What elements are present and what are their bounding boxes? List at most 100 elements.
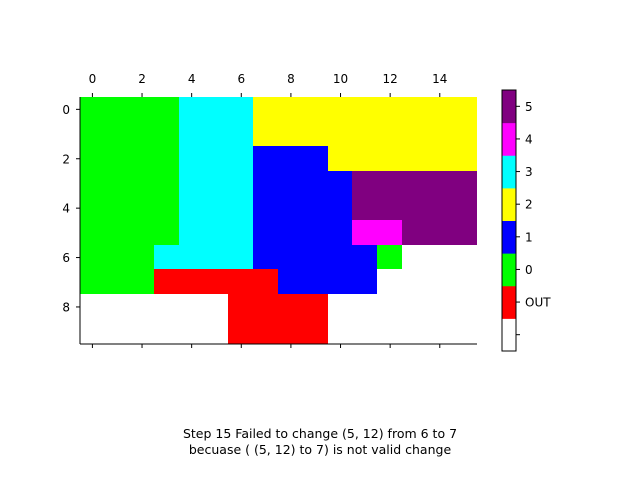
colorbar-segment: [502, 253, 516, 287]
heatmap-cell: [179, 195, 205, 221]
x-tick-label: 0: [89, 72, 97, 86]
y-tick-label: 0: [62, 103, 70, 117]
heatmap-cell: [80, 319, 105, 344]
heatmap-cell: [204, 319, 229, 344]
heatmap-cell: [328, 319, 353, 344]
heatmap-cell: [278, 269, 304, 295]
colorbar-segment: [502, 122, 516, 156]
heatmap-cell: [253, 146, 279, 172]
heatmap-cell: [204, 220, 229, 246]
heatmap-cell: [377, 195, 403, 221]
heatmap-cell: [452, 97, 477, 122]
heatmap-cell: [328, 171, 353, 196]
heatmap-cell: [303, 245, 329, 270]
heatmap-cell: [179, 269, 205, 295]
heatmap-cell: [377, 294, 403, 320]
colorbar-label: 1: [525, 230, 533, 244]
heatmap-cell: [303, 294, 329, 320]
heatmap-cell: [154, 269, 180, 295]
heatmap-cell: [129, 121, 155, 147]
heatmap-cell: [452, 195, 477, 221]
heatmap-cell: [303, 121, 329, 147]
heatmap-cell: [80, 220, 105, 246]
heatmap-cell: [80, 97, 105, 122]
heatmap-cell: [452, 245, 477, 270]
heatmap-cell: [228, 195, 254, 221]
heatmap-cell: [278, 195, 304, 221]
heatmap-cell: [352, 121, 378, 147]
heatmap-cell: [278, 171, 304, 196]
heatmap-cell: [303, 146, 329, 172]
heatmap-cell: [377, 245, 403, 270]
heatmap-cell: [154, 220, 180, 246]
heatmap-cell: [303, 195, 329, 221]
heatmap-cell: [104, 121, 130, 147]
heatmap-cell: [352, 269, 378, 295]
heatmap-cell: [154, 171, 180, 196]
heatmap-cells: [80, 97, 477, 344]
heatmap-cell: [402, 146, 428, 172]
heatmap-cell: [402, 245, 428, 270]
heatmap-cell: [104, 269, 130, 295]
colorbar-segment: [502, 187, 516, 221]
heatmap-cell: [402, 195, 428, 221]
colorbar-segment: [502, 90, 516, 124]
heatmap-cell: [80, 146, 105, 172]
heatmap-cell: [228, 121, 254, 147]
heatmap-cell: [228, 319, 254, 344]
heatmap-cell: [427, 146, 453, 172]
x-tick-label: 12: [383, 72, 398, 86]
heatmap-cell: [104, 171, 130, 196]
heatmap-cell: [154, 294, 180, 320]
heatmap-cell: [427, 294, 453, 320]
heatmap-cell: [402, 294, 428, 320]
colorbar-label: 3: [525, 165, 533, 179]
heatmap-cell: [402, 121, 428, 147]
heatmap-cell: [80, 294, 105, 320]
heatmap-cell: [154, 146, 180, 172]
heatmap-cell: [427, 319, 453, 344]
heatmap-cell: [328, 245, 353, 270]
heatmap-cell: [402, 269, 428, 295]
heatmap-cell: [179, 220, 205, 246]
colorbar-label: OUT: [525, 296, 551, 310]
heatmap-cell: [253, 195, 279, 221]
y-tick-label: 4: [62, 202, 70, 216]
heatmap-cell: [452, 319, 477, 344]
heatmap-cell: [377, 220, 403, 246]
y-tick-label: 6: [62, 251, 70, 265]
heatmap-cell: [278, 121, 304, 147]
heatmap-cell: [80, 171, 105, 196]
heatmap-cell: [377, 146, 403, 172]
heatmap-cell: [427, 97, 453, 122]
heatmap-cell: [204, 245, 229, 270]
heatmap-cell: [204, 97, 229, 122]
heatmap-cell: [452, 171, 477, 196]
heatmap-cell: [129, 195, 155, 221]
colorbar-segment: [502, 155, 516, 189]
heatmap-cell: [352, 171, 378, 196]
heatmap-cell: [104, 146, 130, 172]
heatmap-cell: [104, 294, 130, 320]
heatmap-cell: [303, 220, 329, 246]
x-tick-label: 4: [188, 72, 196, 86]
heatmap-cell: [80, 269, 105, 295]
heatmap-cell: [352, 146, 378, 172]
heatmap-cell: [253, 171, 279, 196]
heatmap-cell: [204, 195, 229, 221]
heatmap-cell: [129, 97, 155, 122]
caption-line-2: becuase ( (5, 12) to 7) is not valid cha…: [188, 442, 452, 457]
heatmap-cell: [253, 319, 279, 344]
x-tick-label: 2: [138, 72, 146, 86]
heatmap-cell: [154, 195, 180, 221]
heatmap-cell: [427, 220, 453, 246]
heatmap-cell: [352, 97, 378, 122]
heatmap-cell: [377, 97, 403, 122]
heatmap-cell: [154, 319, 180, 344]
heatmap-cell: [154, 121, 180, 147]
heatmap-cell: [278, 220, 304, 246]
heatmap-cell: [452, 269, 477, 295]
heatmap-cell: [204, 269, 229, 295]
colorbar-label: 2: [525, 198, 533, 212]
